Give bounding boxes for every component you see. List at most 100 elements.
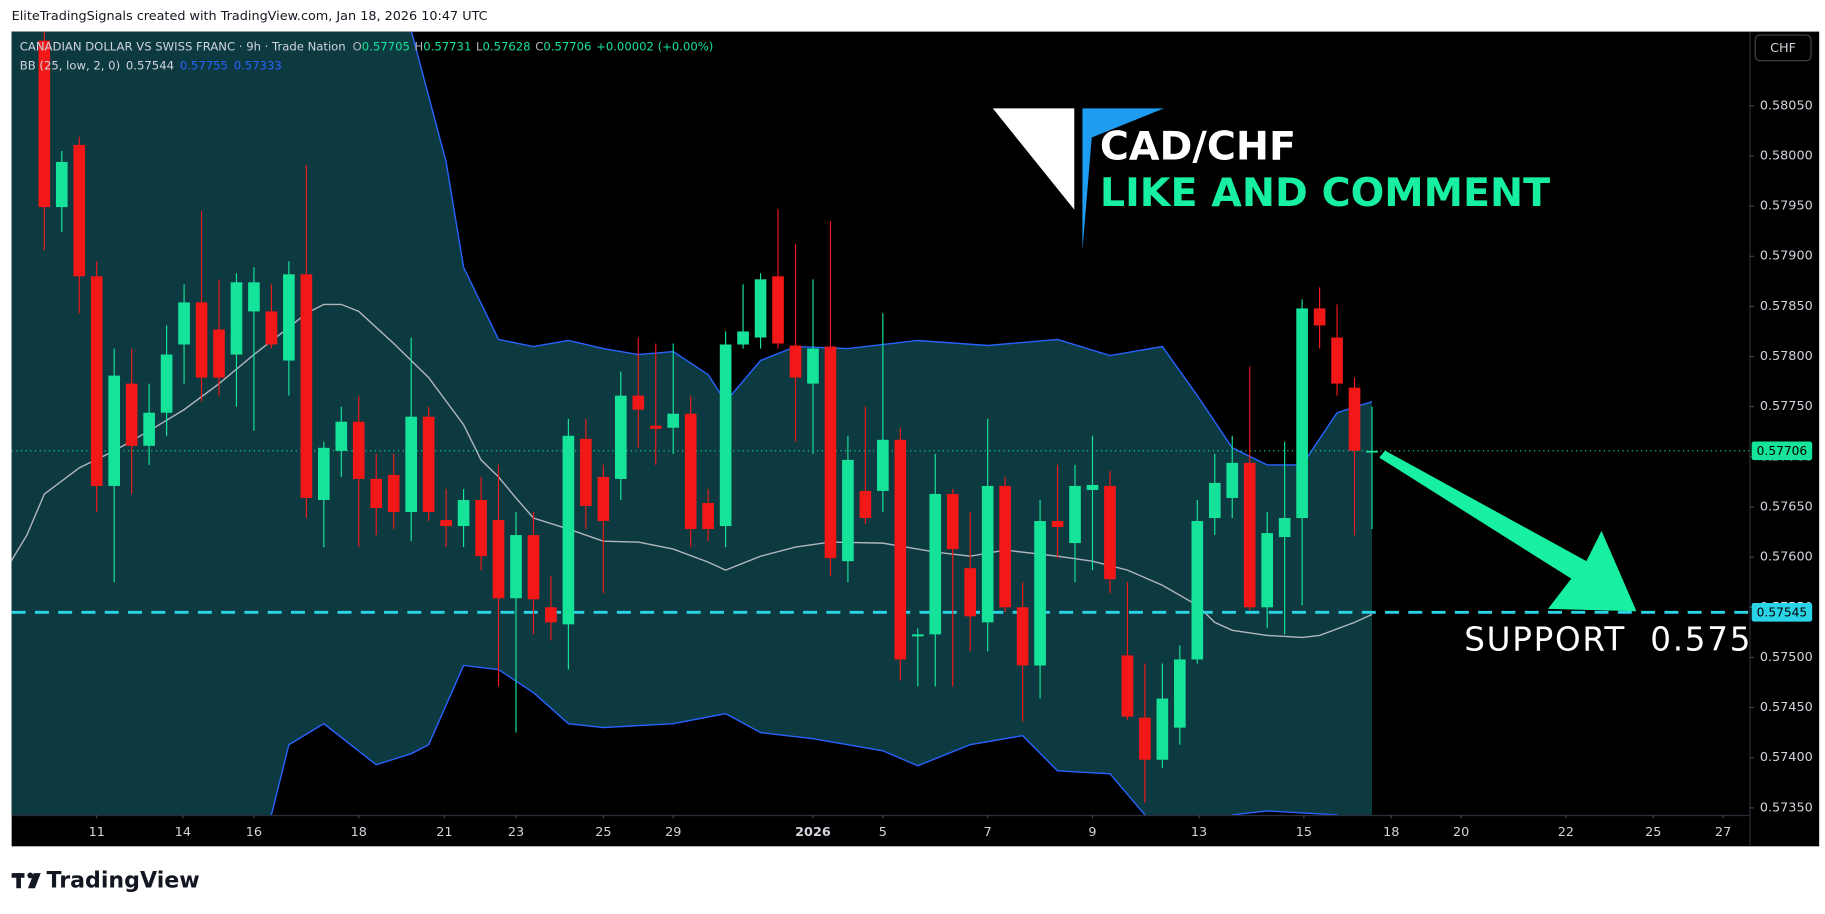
y-tick-label: 0.57650 bbox=[1760, 499, 1813, 514]
candle-body bbox=[1366, 450, 1378, 453]
x-tick-label: 25 bbox=[595, 825, 611, 840]
candle-body bbox=[1034, 521, 1046, 666]
candle-body bbox=[1313, 308, 1326, 326]
overlay-subtitle: LIKE AND COMMENT bbox=[1100, 170, 1550, 216]
candle-body bbox=[370, 478, 383, 508]
ohlc-value: 0.57731 bbox=[423, 39, 471, 53]
candle-body bbox=[545, 607, 557, 623]
candle-body bbox=[807, 348, 819, 384]
candle-body bbox=[1016, 607, 1029, 666]
candle-body bbox=[562, 435, 575, 625]
price-label-box bbox=[1751, 441, 1813, 461]
candle-body bbox=[632, 395, 645, 410]
candle-body bbox=[929, 493, 942, 635]
candle-body bbox=[178, 302, 190, 345]
y-tick-label: 0.57750 bbox=[1760, 399, 1813, 414]
band-line bbox=[410, 31, 1373, 466]
candle-body bbox=[1243, 462, 1256, 608]
candle-body bbox=[160, 354, 173, 413]
candle-body bbox=[614, 395, 627, 479]
overlay-title: CAD/CHF bbox=[1100, 124, 1296, 170]
ohlc-label: H bbox=[415, 39, 424, 53]
x-tick-label: 11 bbox=[89, 825, 105, 840]
price-label-box bbox=[1751, 602, 1813, 622]
y-tick-label: 0.57500 bbox=[1760, 650, 1813, 665]
ohlc-label: O bbox=[353, 39, 362, 53]
x-tick-label: 18 bbox=[1383, 825, 1399, 840]
candle-body bbox=[789, 345, 802, 378]
candle-body bbox=[55, 161, 68, 208]
plot bbox=[11, 31, 1750, 815]
x-tick-label: 14 bbox=[175, 825, 191, 840]
candle-body bbox=[1278, 518, 1291, 538]
x-tick-label: 25 bbox=[1645, 825, 1661, 840]
y-tick-label: 0.57850 bbox=[1760, 299, 1813, 314]
candle-body bbox=[684, 413, 697, 530]
candle-body bbox=[527, 535, 540, 600]
candle-body bbox=[457, 499, 470, 527]
ohlc-label: C bbox=[535, 39, 543, 53]
candle-body bbox=[999, 485, 1011, 608]
candle-body bbox=[352, 421, 365, 479]
candle-body bbox=[248, 282, 260, 312]
candle-body bbox=[667, 413, 680, 428]
watermark: EliteTradingSignals created with Trading… bbox=[12, 9, 488, 24]
y-tick-label: 0.57400 bbox=[1760, 750, 1813, 765]
candle-body bbox=[981, 485, 994, 623]
indicator-name: BB (25, low, 2, 0) bbox=[20, 58, 120, 72]
candle-body bbox=[597, 476, 610, 522]
candle-body bbox=[580, 438, 592, 506]
candle-body bbox=[859, 490, 872, 519]
candle-body bbox=[1069, 485, 1081, 544]
candle-body bbox=[649, 425, 662, 429]
change: +0.00002 (+0.00%) bbox=[596, 39, 713, 53]
ohlc-value: 0.57705 bbox=[362, 39, 410, 53]
price-label: 0.57545 bbox=[1757, 605, 1808, 619]
candle-body bbox=[335, 421, 348, 451]
ohlc-label: L bbox=[476, 39, 483, 53]
y-tick-label: 0.57450 bbox=[1760, 700, 1813, 715]
x-tick-label: 9 bbox=[1088, 825, 1096, 840]
candle-body bbox=[1121, 655, 1134, 717]
candle-body bbox=[90, 276, 103, 486]
x-tick-label: 21 bbox=[436, 825, 452, 840]
legend-line: CANADIAN DOLLAR VS SWISS FRANC · 9h · Tr… bbox=[20, 39, 714, 53]
candle-body bbox=[894, 439, 907, 660]
x-tick-label: 20 bbox=[1453, 825, 1469, 840]
indicator-value: 0.57333 bbox=[234, 58, 282, 72]
candle-body bbox=[300, 274, 313, 498]
candle-body bbox=[510, 535, 522, 599]
candle-body bbox=[422, 416, 435, 513]
axes: 0.58050 0.58000 0.57950 0.57900 0.57850 0.578… bbox=[89, 98, 1813, 840]
logo-white bbox=[992, 108, 1075, 210]
currency-label[interactable]: CHF bbox=[1770, 41, 1796, 56]
x-tick-label: 22 bbox=[1558, 825, 1574, 840]
ohlc-value: 0.57706 bbox=[543, 39, 591, 53]
y-tick-label: 0.57350 bbox=[1760, 800, 1813, 815]
candle-body bbox=[1261, 533, 1274, 608]
band-line bbox=[269, 664, 1340, 815]
candle-body bbox=[754, 279, 767, 338]
candle-body bbox=[842, 459, 854, 562]
brand-name: TradingView bbox=[47, 868, 200, 894]
candle-body bbox=[1191, 521, 1204, 660]
candle-body bbox=[73, 144, 86, 277]
candle-body bbox=[1104, 485, 1116, 580]
candle-body bbox=[143, 412, 155, 446]
candle-body bbox=[440, 520, 452, 527]
candle-body bbox=[824, 346, 837, 559]
candle-body bbox=[387, 474, 400, 513]
currency-button[interactable] bbox=[1754, 34, 1812, 62]
x-tick-label: 18 bbox=[351, 825, 367, 840]
indicator-value: 0.57755 bbox=[180, 58, 228, 72]
candle-body bbox=[1051, 521, 1064, 528]
candle-body bbox=[195, 302, 208, 378]
ohlc-value: 0.57628 bbox=[483, 39, 531, 53]
candle-body bbox=[265, 311, 278, 345]
candle-body bbox=[911, 634, 924, 637]
price-label: 0.57706 bbox=[1757, 444, 1808, 458]
candle-body bbox=[946, 493, 959, 550]
candle-body bbox=[1296, 308, 1308, 519]
candle-body bbox=[108, 375, 121, 486]
